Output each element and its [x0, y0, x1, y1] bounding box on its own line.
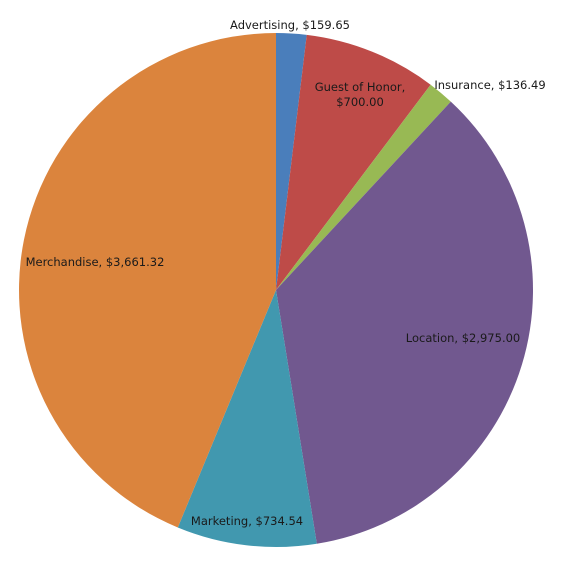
slice-location — [276, 101, 534, 544]
slice-marketing — [177, 290, 317, 547]
label-insurance: Insurance, $136.49 — [434, 78, 545, 92]
slice-guest-of-honor — [276, 34, 431, 291]
data-labels: Advertising, $159.65 Guest of Honor, $70… — [26, 18, 546, 528]
slice-insurance — [276, 84, 451, 290]
label-advertising: Advertising, $159.65 — [230, 18, 350, 32]
label-merchandise: Merchandise, $3,661.32 — [26, 255, 165, 269]
slice-advertising — [276, 32, 307, 290]
label-guest-of-honor-line1: Guest of Honor, — [315, 80, 406, 94]
pie-slices — [19, 32, 534, 547]
label-marketing: Marketing, $734.54 — [191, 514, 303, 528]
slice-merchandise — [19, 33, 277, 528]
label-guest-of-honor-line2: $700.00 — [336, 95, 384, 109]
label-location: Location, $2,975.00 — [406, 331, 520, 345]
